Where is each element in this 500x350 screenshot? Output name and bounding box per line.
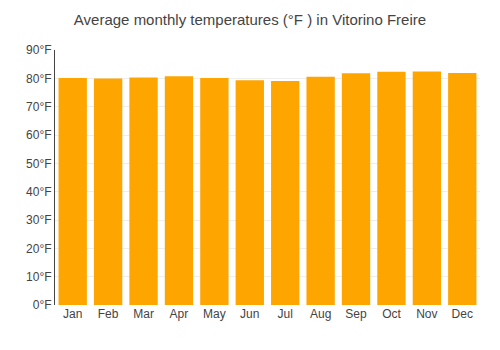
svg-text:10°F: 10°F [26,270,51,284]
svg-text:Feb: Feb [98,307,119,321]
svg-text:Mar: Mar [133,307,154,321]
svg-text:Dec: Dec [452,307,473,321]
svg-text:80°F: 80°F [26,72,51,86]
svg-text:60°F: 60°F [26,128,51,142]
svg-text:Jul: Jul [278,307,293,321]
svg-text:Aug: Aug [310,307,331,321]
svg-text:Average monthly temperatures (: Average monthly temperatures (°F ) in Vi… [74,11,426,28]
svg-text:Apr: Apr [170,307,189,321]
svg-text:30°F: 30°F [26,213,51,227]
svg-text:Jan: Jan [63,307,82,321]
svg-text:May: May [203,307,226,321]
svg-text:70°F: 70°F [26,100,51,114]
svg-text:90°F: 90°F [26,43,51,57]
svg-text:40°F: 40°F [26,185,51,199]
svg-text:50°F: 50°F [26,157,51,171]
svg-text:Jun: Jun [240,307,259,321]
svg-text:20°F: 20°F [26,242,51,256]
svg-text:0°F: 0°F [33,298,52,312]
svg-text:Sep: Sep [345,307,367,321]
svg-text:Oct: Oct [382,307,401,321]
svg-text:Nov: Nov [416,307,437,321]
